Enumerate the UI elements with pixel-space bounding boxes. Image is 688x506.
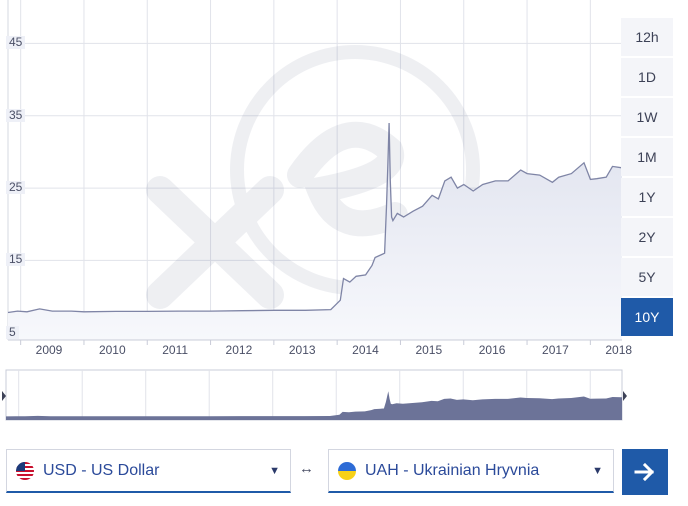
chevron-down-icon: ▼	[592, 464, 603, 477]
x-tick-label: 2013	[288, 343, 316, 357]
x-tick-label: 2014	[352, 343, 379, 357]
swap-currencies-icon[interactable]: ↔	[299, 460, 314, 477]
arrow-right-icon	[634, 463, 655, 481]
range-navigator[interactable]	[0, 369, 628, 421]
range-button-2y[interactable]: 2Y	[621, 218, 673, 256]
x-tick-label: 2017	[542, 343, 569, 357]
us-flag-icon	[16, 461, 34, 480]
convert-button[interactable]	[622, 449, 668, 495]
chart-plot	[7, 0, 622, 345]
range-button-1d[interactable]: 1D	[621, 58, 673, 96]
to-currency-label: UAH - Ukrainian Hryvnia	[365, 461, 540, 479]
exchange-rate-chart[interactable]: 5 15 25 35 45 2009 2010 2011 2012 2013 2014 2015 20…	[0, 0, 632, 365]
range-button-12h[interactable]: 12h	[621, 18, 673, 56]
navigator-left-handle-icon	[2, 391, 6, 401]
x-tick-label: 2012	[225, 343, 253, 357]
series-line	[7, 122, 622, 314]
range-button-5y[interactable]: 5Y	[621, 258, 673, 296]
from-currency-select[interactable]: USD - US Dollar ▼	[6, 449, 291, 493]
navigator-series-area	[6, 391, 622, 420]
x-tick-label: 2011	[162, 343, 189, 357]
y-tick-label: 5	[6, 325, 19, 339]
y-tick-label: 15	[6, 253, 26, 267]
range-button-1y[interactable]: 1Y	[621, 178, 673, 216]
range-button-1w[interactable]: 1W	[621, 98, 673, 136]
y-tick-label: 45	[6, 36, 26, 50]
x-tick-label: 2016	[478, 343, 506, 357]
xe-watermark-icon	[146, 45, 480, 309]
chevron-down-icon: ▼	[269, 464, 280, 477]
y-tick-label: 35	[6, 108, 26, 122]
time-range-selector: 12h 1D 1W 1M 1Y 2Y 5Y 10Y	[621, 18, 673, 338]
from-currency-label: USD - US Dollar	[43, 461, 160, 479]
y-tick-label: 25	[6, 181, 26, 195]
x-tick-label: 2018	[605, 343, 633, 357]
to-currency-select[interactable]: UAH - Ukrainian Hryvnia ▼	[328, 449, 614, 493]
series-area	[8, 123, 622, 340]
x-tick-marks	[20, 340, 591, 345]
x-tick-label: 2010	[98, 343, 126, 357]
x-tick-label: 2015	[415, 343, 443, 357]
range-button-1m[interactable]: 1M	[621, 138, 673, 176]
range-button-10y[interactable]: 10Y	[621, 298, 673, 336]
navigator-right-handle-icon	[623, 391, 627, 401]
x-tick-label: 2009	[35, 343, 63, 357]
ukraine-flag-icon	[338, 461, 356, 480]
navigator-background	[5, 369, 623, 421]
